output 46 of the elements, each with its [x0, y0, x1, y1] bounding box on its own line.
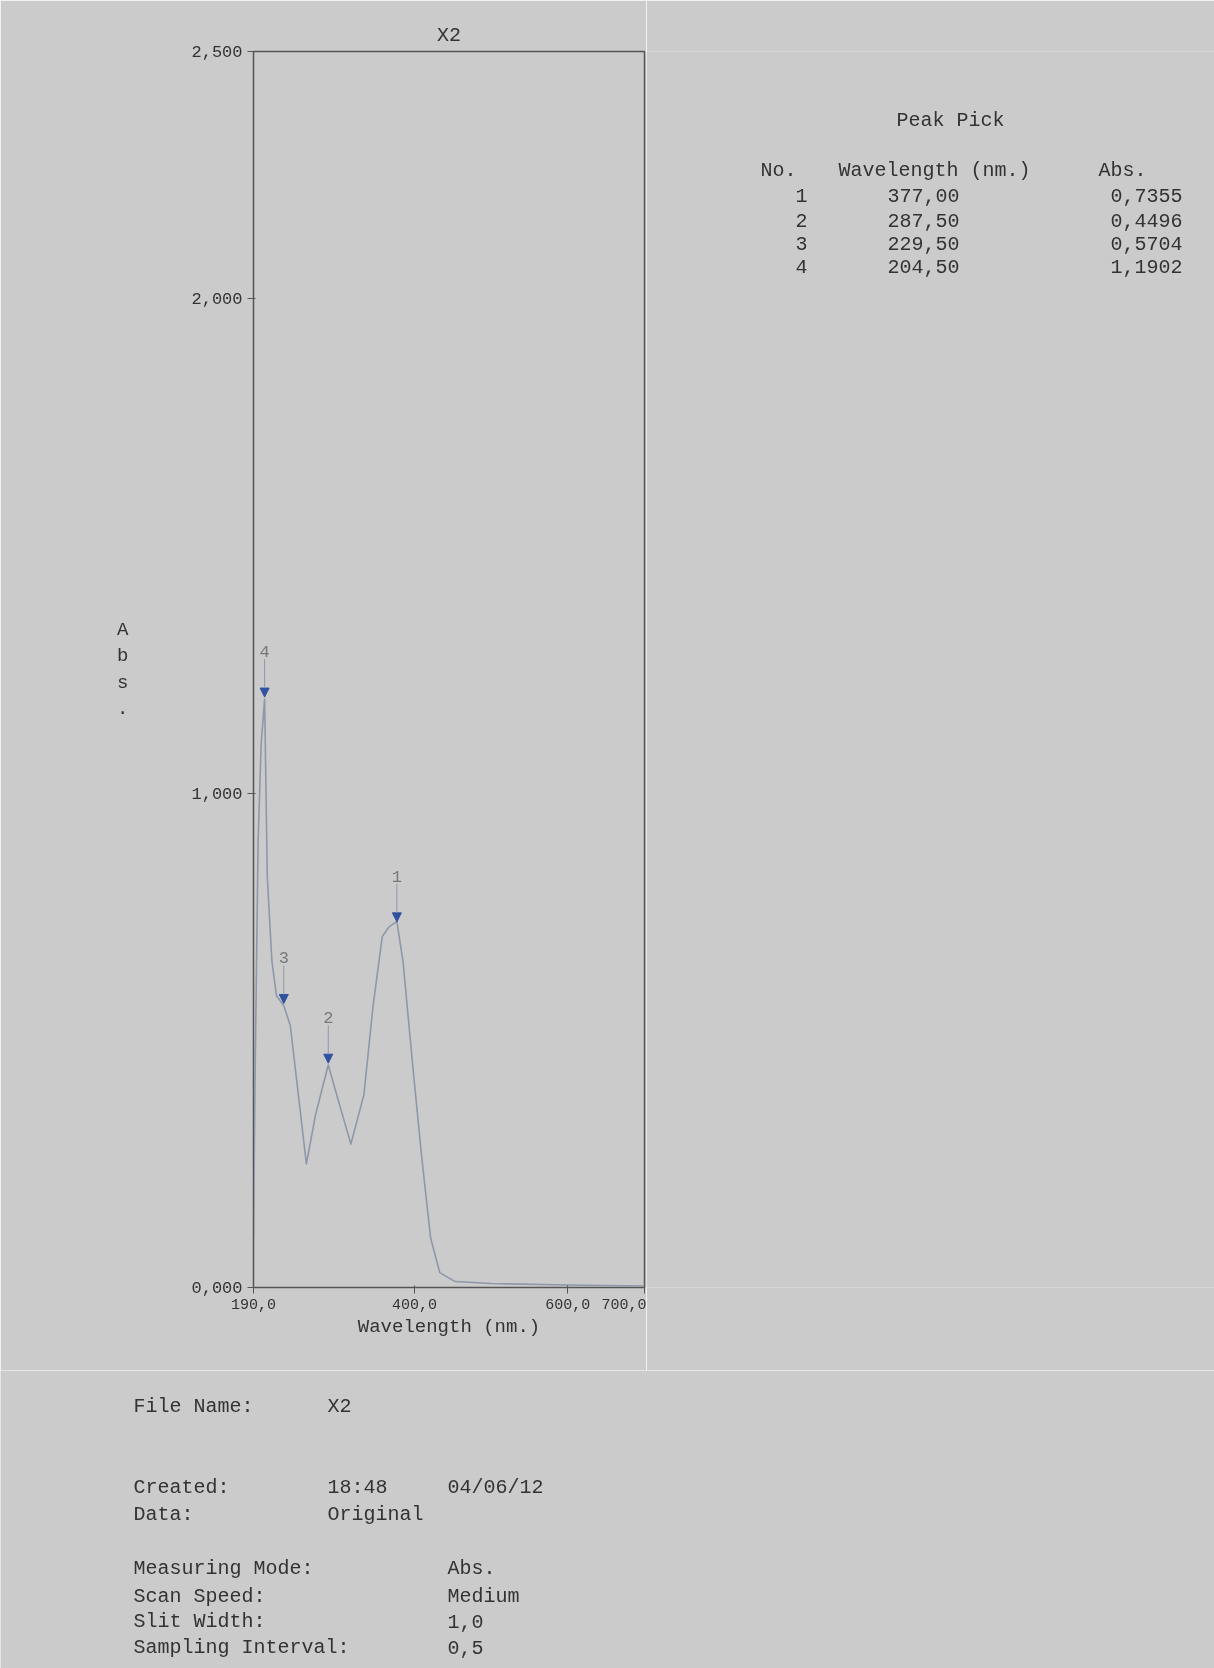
- y-tick-label: 0,000: [191, 1279, 243, 1298]
- text: Peak Pick: [896, 109, 1005, 133]
- y-axis-title: Abs.: [117, 618, 130, 721]
- text: No.: [760, 159, 797, 183]
- text: 0,5: [447, 1637, 484, 1660]
- text: X2: [327, 1395, 352, 1418]
- text: 1: [795, 185, 808, 209]
- text: 04/06/12: [447, 1476, 544, 1499]
- annotation: 4: [259, 643, 270, 663]
- text: Abs.: [447, 1557, 496, 1580]
- text: Slit Width:: [133, 1610, 266, 1633]
- text: Abs.: [1098, 159, 1147, 183]
- y-tick-label: 2,500: [191, 43, 243, 62]
- text: Data:: [133, 1503, 194, 1526]
- x-tick-label: 400,0: [392, 1296, 438, 1314]
- text: 204,50: [887, 255, 960, 279]
- text: 18:48: [327, 1476, 388, 1499]
- text: 1,1902: [1110, 255, 1183, 279]
- text: 0,4496: [1110, 209, 1183, 233]
- text: Medium: [447, 1585, 520, 1608]
- text: 0,5704: [1110, 233, 1183, 257]
- text: 3: [795, 233, 808, 257]
- text: 2: [795, 209, 808, 233]
- text: 377,00: [887, 185, 960, 209]
- x-tick-label: 700,0: [601, 1296, 647, 1314]
- text: Sampling Interval:: [133, 1636, 350, 1659]
- y-tick-label: 2,000: [191, 290, 243, 310]
- text: Created:: [133, 1476, 230, 1499]
- text: 287,50: [887, 209, 960, 233]
- x-axis-title: Wavelength (nm.): [357, 1315, 541, 1338]
- text: Measuring Mode:: [133, 1557, 314, 1580]
- text: 4: [795, 255, 808, 279]
- annotation: 2: [323, 1009, 334, 1029]
- x-tick-label: 600,0: [545, 1296, 591, 1314]
- y-tick-label: 1,000: [191, 784, 243, 804]
- annotation: 1: [391, 867, 402, 887]
- text: File Name:: [133, 1395, 254, 1418]
- text: 1,0: [447, 1611, 484, 1634]
- text: 0,7355: [1110, 185, 1183, 209]
- text: 229,50: [887, 233, 960, 257]
- text: Wavelength (nm.): [838, 159, 1031, 183]
- text: Original: [327, 1503, 424, 1526]
- x-tick-label: 190,0: [231, 1296, 277, 1314]
- text: Scan Speed:: [133, 1585, 266, 1608]
- chart-title: X2: [437, 23, 462, 47]
- annotation: 3: [278, 949, 289, 969]
